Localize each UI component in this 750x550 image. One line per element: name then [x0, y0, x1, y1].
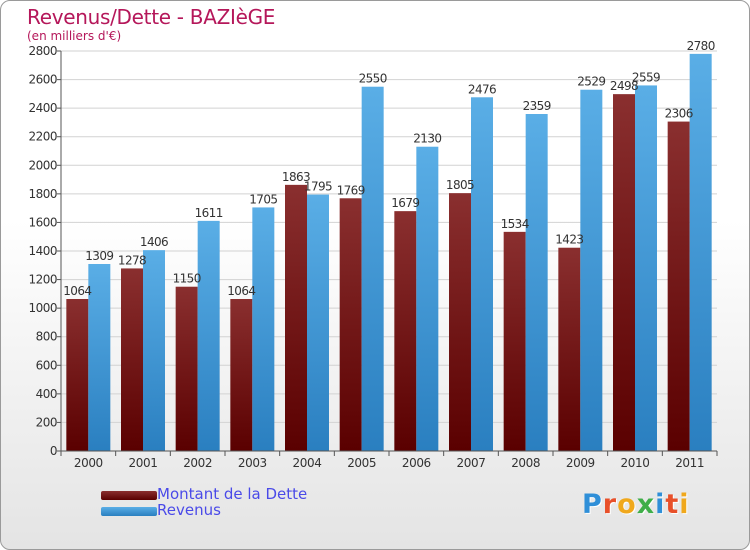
bar-dette	[66, 299, 89, 451]
x-tick-label: 2001	[129, 456, 158, 470]
bar-dette	[558, 247, 581, 451]
bar-dette	[339, 198, 362, 451]
data-label-revenus: 1406	[140, 235, 168, 249]
data-label-dette: 1863	[282, 170, 310, 184]
y-tick-label: 1000	[28, 301, 57, 315]
data-label-revenus: 1309	[85, 249, 113, 263]
bar-dette	[230, 299, 253, 451]
chart-title: Revenus/Dette - BAZIèGE	[27, 5, 276, 29]
y-tick-label: 2800	[28, 44, 57, 58]
y-tick-label: 800	[36, 330, 57, 344]
data-label-dette: 1150	[173, 272, 201, 286]
data-label-dette: 1534	[501, 217, 529, 231]
data-label-revenus: 2130	[413, 132, 441, 146]
bar-revenus	[361, 86, 384, 451]
bar-revenus	[307, 194, 329, 452]
data-labels: 1064 1309 1278 1406 1150 1611 1064 1705 18631795…	[63, 39, 715, 298]
bar-revenus	[252, 207, 275, 451]
bars	[66, 53, 712, 452]
data-label-dette: 1805	[446, 178, 474, 192]
y-tick-label: 1600	[28, 215, 57, 229]
bar-revenus	[471, 97, 493, 452]
bar-dette	[175, 286, 198, 451]
bar-revenus	[197, 220, 220, 451]
bar-dette	[503, 231, 526, 451]
bar-revenus	[689, 53, 712, 451]
data-label-revenus: 2780	[687, 39, 715, 53]
y-tick-label: 2400	[28, 101, 57, 115]
bar-revenus	[635, 85, 657, 451]
bar-revenus	[580, 89, 603, 451]
data-label-dette: 1278	[118, 253, 146, 267]
logo-letter: P	[582, 489, 603, 520]
bar-dette	[667, 121, 690, 452]
x-tick-label: 2002	[183, 456, 212, 470]
y-tick-label: 2200	[28, 130, 57, 144]
logo-letter: x	[636, 489, 656, 520]
logo-letter: o	[617, 489, 637, 520]
y-tick-label: 2000	[28, 158, 57, 172]
x-tick-label: 2000	[74, 456, 103, 470]
data-label-revenus: 2529	[577, 75, 605, 89]
data-label-dette: 1064	[63, 284, 91, 298]
bar-revenus	[88, 264, 111, 451]
bar-dette	[394, 211, 417, 451]
proxiti-logo: Proxiti	[582, 489, 690, 520]
bar-dette	[285, 184, 307, 451]
x-tick-label: 2010	[621, 456, 650, 470]
legend-swatch-revenus	[101, 507, 157, 516]
bar-revenus	[525, 114, 548, 451]
legend-swatch-dette	[101, 491, 157, 500]
y-tick-label: 200	[36, 415, 57, 429]
x-tick-label: 2003	[238, 456, 267, 470]
legend-label-revenus: Revenus	[157, 501, 221, 519]
x-tick-label: 2011	[675, 456, 704, 470]
bar-revenus	[143, 250, 165, 451]
data-label-revenus: 1795	[304, 180, 332, 194]
x-tick-label: 2009	[566, 456, 595, 470]
bar-revenus	[416, 146, 439, 451]
y-tick-label: 600	[36, 358, 57, 372]
bar-dette	[613, 94, 635, 452]
data-label-revenus: 2359	[523, 99, 551, 113]
data-label-revenus: 2476	[468, 82, 496, 96]
y-tick-label: 400	[36, 387, 57, 401]
x-tick-label: 2006	[402, 456, 431, 470]
x-tick-label: 2004	[293, 456, 322, 470]
data-label-revenus: 2559	[632, 70, 660, 84]
bar-dette	[121, 268, 143, 451]
data-label-revenus: 2550	[359, 72, 387, 86]
logo-letter: i	[655, 489, 666, 520]
x-tick-label: 2005	[347, 456, 376, 470]
y-tick-label: 1800	[28, 187, 57, 201]
x-tick-label: 2007	[457, 456, 486, 470]
x-tick-label: 2008	[511, 456, 540, 470]
y-tick-label: 2600	[28, 73, 57, 87]
data-label-dette: 1064	[227, 284, 255, 298]
data-label-dette: 2498	[610, 79, 638, 93]
logo-letter: t	[665, 489, 680, 520]
data-label-revenus: 1611	[195, 206, 223, 220]
logo-letter: i	[679, 489, 690, 520]
data-label-dette: 1679	[391, 196, 419, 210]
data-label-dette: 1423	[555, 233, 583, 247]
y-tick-label: 1200	[28, 273, 57, 287]
data-label-revenus: 1705	[249, 192, 277, 206]
bar-dette	[449, 193, 471, 451]
logo-letter: r	[602, 489, 618, 520]
y-tick-label: 0	[50, 444, 57, 458]
legend-label-dette: Montant de la Dette	[157, 485, 308, 503]
y-tick-label: 1400	[28, 244, 57, 258]
data-label-dette: 2306	[665, 107, 693, 121]
data-label-dette: 1769	[337, 183, 365, 197]
axes: 0 200 400 600 800 1000 1200 1400 1600 1800 2000 220…	[28, 44, 718, 470]
chart-subtitle: (en milliers d'€)	[27, 29, 122, 43]
